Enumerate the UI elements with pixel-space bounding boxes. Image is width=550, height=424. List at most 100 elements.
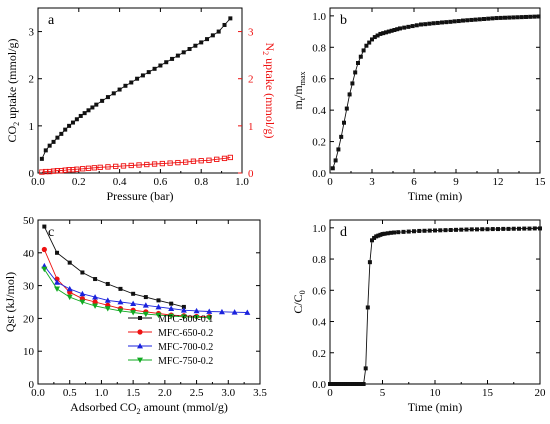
x-tick-label: 10 xyxy=(430,387,442,399)
data-point xyxy=(180,314,187,320)
y-tick-label: 0 xyxy=(29,379,35,391)
data-point xyxy=(50,168,57,174)
plot-frame xyxy=(37,219,261,385)
x-tick-label: 6 xyxy=(411,176,417,188)
x-tick-label: 0.2 xyxy=(72,176,86,188)
data-point xyxy=(469,17,474,22)
y-tick-label: 10 xyxy=(23,346,35,358)
data-point xyxy=(367,260,372,265)
data-point xyxy=(454,227,458,232)
data-point xyxy=(206,315,213,321)
data-point xyxy=(524,14,528,19)
series-3 xyxy=(41,266,213,321)
data-point xyxy=(412,229,416,234)
data-point xyxy=(417,228,422,233)
data-point xyxy=(538,226,542,231)
data-point xyxy=(473,17,478,22)
data-point xyxy=(158,63,163,68)
data-point xyxy=(181,304,186,309)
data-point xyxy=(175,159,181,166)
data-point xyxy=(349,382,353,386)
x-axis-label-part: amount (mmol/g) xyxy=(141,400,228,414)
data-point xyxy=(527,226,532,231)
data-point xyxy=(423,22,428,27)
data-point xyxy=(218,308,225,315)
data-point xyxy=(511,226,516,231)
data-point xyxy=(490,16,495,21)
data-point xyxy=(123,83,128,88)
data-point xyxy=(55,250,60,255)
data-point xyxy=(130,300,137,307)
data-point xyxy=(120,163,127,169)
data-point xyxy=(444,20,449,25)
data-point xyxy=(66,167,72,173)
data-point xyxy=(67,123,72,128)
data-point xyxy=(117,299,124,305)
data-point xyxy=(359,382,364,386)
data-point xyxy=(351,382,356,386)
x-axis-label: Time (min) xyxy=(408,400,463,414)
data-point xyxy=(70,167,76,173)
data-point xyxy=(344,106,349,111)
y-tick-label: 1 xyxy=(29,121,35,133)
data-point xyxy=(41,266,48,273)
y-tick-label: 0.0 xyxy=(312,168,326,180)
data-point xyxy=(168,305,175,311)
series-line xyxy=(41,18,231,160)
data-point xyxy=(164,60,169,65)
data-point xyxy=(97,164,103,170)
data-point xyxy=(190,158,197,164)
data-point xyxy=(507,15,512,20)
data-point xyxy=(167,160,173,166)
legend-marker xyxy=(137,329,143,335)
data-point xyxy=(152,66,157,71)
x-tick-label: 3.0 xyxy=(221,387,235,399)
data-point xyxy=(338,382,343,386)
series-0 xyxy=(39,16,233,161)
x-axis-label: Time (min) xyxy=(408,189,463,203)
data-point xyxy=(156,298,161,303)
data-point xyxy=(336,382,341,386)
series-1 xyxy=(39,154,233,175)
data-point xyxy=(43,148,48,153)
data-point xyxy=(388,230,393,235)
data-point xyxy=(80,166,86,172)
data-point xyxy=(459,227,464,232)
data-point xyxy=(486,16,491,21)
data-point xyxy=(111,91,116,96)
data-point xyxy=(85,165,92,171)
panel-label: d xyxy=(340,225,347,240)
data-point xyxy=(206,157,212,163)
data-point xyxy=(74,117,79,122)
data-point xyxy=(143,295,148,300)
data-point xyxy=(339,134,344,139)
data-point xyxy=(94,102,99,107)
data-point xyxy=(105,95,110,100)
legend-marker xyxy=(137,357,143,363)
y-label-sub: 2 xyxy=(261,51,270,55)
data-point xyxy=(168,313,175,320)
data-point xyxy=(131,291,136,296)
x-tick-label: 1.0 xyxy=(95,387,109,399)
data-point xyxy=(342,120,346,125)
data-point xyxy=(151,161,158,167)
data-point xyxy=(91,165,97,171)
x-tick-label: 3.5 xyxy=(253,387,267,399)
series-line xyxy=(43,268,210,319)
data-point xyxy=(333,158,338,163)
x-tick-label: 0.0 xyxy=(31,176,45,188)
data-point xyxy=(67,260,72,265)
data-point xyxy=(82,111,87,116)
data-point xyxy=(370,37,374,42)
y-tick-label: 1.0 xyxy=(312,223,326,235)
data-point xyxy=(367,40,372,45)
data-point xyxy=(328,382,332,386)
data-point xyxy=(146,70,151,75)
y-label-sub: 2 xyxy=(12,122,21,126)
panel-c: c 0.0 0.5 1.0 1.5 2.0 2.5 3.0 3.5 0 10 20 30 40 50 Adso… xyxy=(3,215,267,416)
data-point xyxy=(51,139,56,144)
x-tick-label: 0 xyxy=(327,387,333,399)
data-point xyxy=(465,18,470,23)
data-point xyxy=(490,227,495,232)
